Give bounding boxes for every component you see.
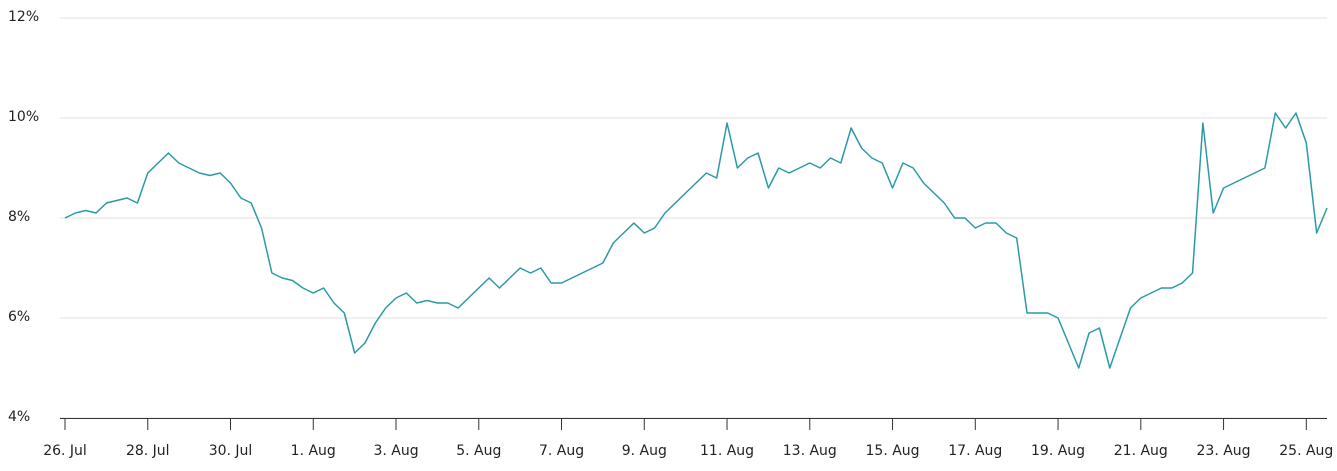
x-tick-label: 9. Aug: [622, 443, 667, 459]
x-tick-label: 25. Aug: [1279, 443, 1333, 459]
x-tick-label: 21. Aug: [1114, 443, 1168, 459]
x-tick-label: 26. Jul: [43, 443, 87, 459]
line-series: [64, 112, 1328, 369]
x-tick-label: 3. Aug: [373, 443, 418, 459]
x-tick-label: 19. Aug: [1031, 443, 1085, 459]
x-tick-label: 15. Aug: [866, 443, 920, 459]
x-tick-label: 23. Aug: [1197, 443, 1251, 459]
y-tick-label: 4%: [8, 409, 30, 425]
x-tick-label: 13. Aug: [783, 443, 837, 459]
x-tick-label: 30. Jul: [209, 443, 253, 459]
y-tick-label: 8%: [8, 209, 30, 225]
x-tick-label: 7. Aug: [539, 443, 584, 459]
x-tick-label: 11. Aug: [700, 443, 754, 459]
x-tick-label: 17. Aug: [948, 443, 1002, 459]
x-tick-label: 28. Jul: [126, 443, 170, 459]
y-tick-label: 12%: [8, 9, 39, 25]
y-tick-label: 10%: [8, 109, 39, 125]
x-tick-label: 5. Aug: [456, 443, 501, 459]
x-tick-label: 1. Aug: [291, 443, 336, 459]
y-tick-label: 6%: [8, 309, 30, 325]
